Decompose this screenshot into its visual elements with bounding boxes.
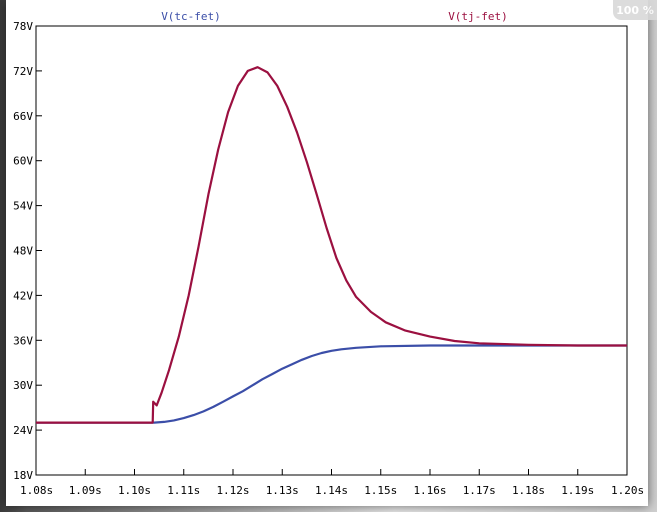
- y-tick-label: 54V: [13, 200, 33, 213]
- trace-legend: V(tc-fet) V(tj-fet): [161, 10, 508, 23]
- y-tick-label: 42V: [13, 289, 33, 302]
- trace-v-tj-fet[interactable]: [36, 66, 627, 424]
- x-tick-label: 1.11s: [167, 484, 200, 497]
- x-tick-label: 1.12s: [216, 484, 249, 497]
- y-axis: 18V 24V 30V 36V 42V 48V 54V 60V 66V 72V 78V: [13, 20, 42, 482]
- x-tick-label: 1.10s: [118, 484, 151, 497]
- y-tick-label: 30V: [13, 379, 33, 392]
- y-tick-label: 78V: [13, 20, 33, 33]
- x-tick-label: 1.17s: [463, 484, 496, 497]
- x-tick-label: 1.15s: [364, 484, 397, 497]
- y-tick-label: 60V: [13, 155, 33, 168]
- y-tick-label: 72V: [13, 65, 33, 78]
- y-tick-label: 24V: [13, 424, 33, 437]
- x-tick-label: 1.19s: [561, 484, 594, 497]
- zoom-level-badge: 100 %: [613, 0, 657, 20]
- x-tick-label: 1.18s: [512, 484, 545, 497]
- trace-label[interactable]: V(tj-fet): [448, 10, 508, 23]
- y-tick-label: 18V: [13, 469, 33, 482]
- y-tick-label: 48V: [13, 245, 33, 258]
- x-tick-label: 1.14s: [315, 484, 348, 497]
- x-tick-label: 1.09s: [69, 484, 102, 497]
- trace-v-tc-fet[interactable]: [36, 344, 627, 424]
- traces: [36, 66, 627, 424]
- x-axis: 1.08s 1.09s 1.10s 1.11s 1.12s 1.13s 1.14s 1.15s…: [20, 469, 644, 497]
- x-tick-label: 1.13s: [266, 484, 299, 497]
- x-tick-label: 1.16s: [413, 484, 446, 497]
- plot-area[interactable]: [35, 25, 628, 476]
- x-tick-label: 1.08s: [20, 484, 53, 497]
- plot-pane[interactable]: 18V 24V 30V 36V 42V 48V 54V 60V 66V 72V 78V 1.08s 1…: [6, 0, 648, 506]
- x-tick-label: 1.20s: [611, 484, 644, 497]
- trace-label[interactable]: V(tc-fet): [161, 10, 221, 23]
- y-tick-label: 36V: [13, 334, 33, 347]
- y-tick-label: 66V: [13, 110, 33, 123]
